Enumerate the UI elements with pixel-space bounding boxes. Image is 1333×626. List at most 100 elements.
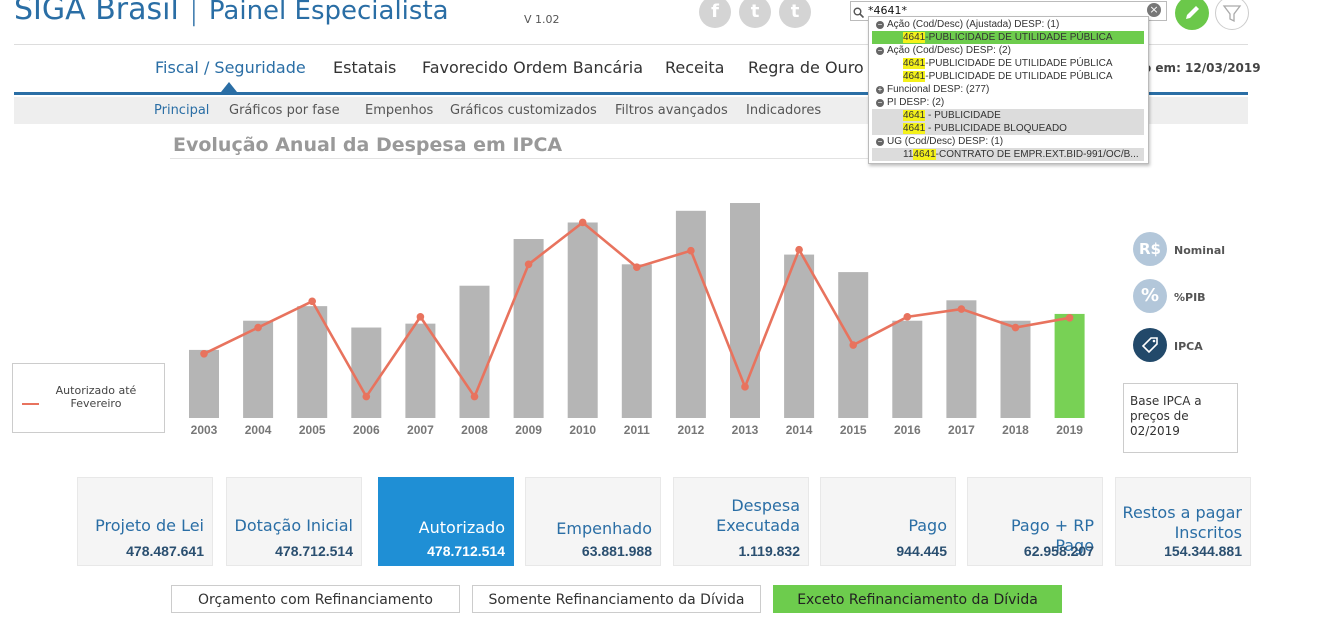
line-point-2004[interactable] [254,323,262,332]
tab-regra-de-ouro[interactable]: Regra de Ouro [748,58,864,77]
currency-icon[interactable]: R$ [1133,232,1167,266]
facebook-icon[interactable]: f [699,0,731,28]
bar-2003[interactable] [189,349,219,418]
subnav-principal[interactable]: Principal [154,103,210,118]
active-tab-pointer [221,82,237,92]
collapse-icon[interactable]: − [876,20,884,29]
bar-2006[interactable] [351,327,382,418]
line-point-2006[interactable] [362,392,371,401]
line-point-2010[interactable] [578,218,587,227]
subnav-filtros-avancados[interactable]: Filtros avançados [615,103,728,118]
bar-2014[interactable] [784,254,815,418]
mode-label-pib[interactable]: %PIB [1174,291,1206,304]
x-tick-label: 2003 [191,423,218,437]
expand-icon[interactable]: + [876,85,884,94]
card-dotacao-inicial[interactable]: Dotação Inicial 478.712.514 [226,477,362,566]
tab-receita[interactable]: Receita [665,58,725,77]
line-point-2009[interactable] [524,260,533,269]
dropdown-group-title: Ação (Cod/Desc) (Ajustada) DESP: (1) [887,19,1060,30]
x-tick-label: 2018 [1002,423,1029,437]
bar-2011[interactable] [621,264,652,418]
subnav-graficos-customizados[interactable]: Gráficos customizados [450,103,597,118]
bar-2013[interactable] [730,203,760,418]
subnav-empenhos[interactable]: Empenhos [365,103,434,118]
option-text: -PUBLICIDADE DE UTILIDADE PÚBLICA [925,71,1113,82]
btn-somente-refinanciamento[interactable]: Somente Refinanciamento da Dívida [472,585,761,613]
line-point-2019[interactable] [1065,314,1074,322]
line-point-2007[interactable] [416,313,425,321]
tab-fiscal-seguridade[interactable]: Fiscal / Seguridade [155,58,306,77]
dropdown-group-title: UG (Cod/Desc) DESP: (1) [887,136,1004,147]
dropdown-group-header[interactable]: − Ação (Cod/Desc) DESP: (2) [876,44,1011,57]
line-point-2013[interactable] [741,383,749,391]
dropdown-group-header[interactable]: − PI DESP: (2) [876,96,944,109]
tab-estatais[interactable]: Estatais [333,58,397,77]
card-despesa-executada[interactable]: Despesa Executada 1.119.832 [673,477,809,566]
subnav-graficos-por-fase[interactable]: Gráficos por fase [229,103,340,118]
dropdown-group-header[interactable]: + Funcional DESP: (277) [876,83,989,96]
card-empenhado[interactable]: Empenhado 63.881.988 [525,477,661,566]
card-autorizado[interactable]: Autorizado 478.712.514 [378,477,514,566]
line-point-2015[interactable] [849,341,857,349]
bar-2019[interactable] [1054,313,1085,418]
dropdown-group-header[interactable]: − UG (Cod/Desc) DESP: (1) [876,135,1003,148]
subnav-indicadores[interactable]: Indicadores [746,103,822,118]
tag-icon[interactable] [1133,328,1167,362]
x-tick-label: 2010 [569,423,596,437]
bar-2010[interactable] [567,222,598,418]
bar-2017[interactable] [946,300,977,418]
tumblr-icon[interactable]: t [779,0,811,28]
bar-2007[interactable] [405,323,436,418]
bar-2015[interactable] [838,272,869,418]
line-point-2014[interactable] [795,245,803,254]
line-point-2005[interactable] [308,297,317,306]
bar-2016[interactable] [892,320,923,418]
card-pago[interactable]: Pago 944.445 [820,477,956,566]
bar-2009[interactable] [513,239,544,418]
line-point-2011[interactable] [633,263,641,272]
twitter-icon[interactable]: t [739,0,771,28]
match-highlight: 4641 [903,71,926,82]
bar-2012[interactable] [675,210,706,418]
btn-orcamento-com-refinanciamento[interactable]: Orçamento com Refinanciamento [171,585,460,613]
dropdown-group-title: Ação (Cod/Desc) DESP: (2) [887,45,1011,56]
collapse-icon[interactable]: − [876,98,884,107]
line-point-2008[interactable] [470,392,479,401]
app-logo[interactable]: SIGA Brasil | Painel Especialista [14,0,449,27]
percent-icon[interactable]: % [1133,279,1167,313]
dropdown-option[interactable]: 4641 - PUBLICIDADE [872,109,1144,122]
x-tick-label: 2017 [948,423,975,437]
card-restos-a-pagar[interactable]: Restos a pagar Inscritos 154.344.881 [1115,477,1251,566]
card-label: Despesa Executada [716,496,800,535]
dropdown-option[interactable]: 4641 - PUBLICIDADE BLOQUEADO [872,122,1144,135]
card-projeto-de-lei[interactable]: Projeto de Lei 478.487.641 [77,477,213,566]
bar-2004[interactable] [243,320,274,418]
line-point-2003[interactable] [200,350,208,358]
dropdown-option[interactable]: 4641-PUBLICIDADE DE UTILIDADE PÚBLICA [872,70,1144,83]
card-pago-rp-pago[interactable]: Pago + RP Pago 62.958.207 [967,477,1103,566]
mode-label-ipca[interactable]: IPCA [1174,340,1203,353]
bar-2008[interactable] [459,285,490,418]
line-point-2012[interactable] [687,246,695,255]
pencil-icon[interactable] [1175,0,1209,30]
bar-2018[interactable] [1000,320,1031,418]
line-point-2016[interactable] [903,313,912,321]
funnel-icon[interactable] [1215,0,1249,30]
dropdown-group-header[interactable]: − Ação (Cod/Desc) (Ajustada) DESP: (1) [876,18,1059,31]
dropdown-option[interactable]: 114641-CONTRATO DE EMPR.EXT.BID-991/OC/B… [872,148,1144,161]
collapse-icon[interactable]: − [876,137,884,146]
card-label: Empenhado [556,519,652,538]
line-point-2017[interactable] [957,305,966,313]
dropdown-option[interactable]: 4641-PUBLICIDADE DE UTILIDADE PÚBLICA [872,31,1144,44]
collapse-icon[interactable]: − [876,46,884,55]
mode-label-nominal[interactable]: Nominal [1174,244,1226,257]
dropdown-option[interactable]: 4641-PUBLICIDADE DE UTILIDADE PÚBLICA [872,57,1144,70]
btn-exceto-refinanciamento[interactable]: Exceto Refinanciamento da Dívida [773,585,1062,613]
bar-2005[interactable] [297,306,328,418]
tab-favorecido[interactable]: Favorecido Ordem Bancária [422,58,644,77]
card-value: 944.445 [896,543,947,559]
line-point-2018[interactable] [1011,323,1020,332]
close-icon[interactable]: × [1147,3,1161,17]
match-highlight: 4641 [913,149,936,160]
series-line-autorizado [203,220,1070,400]
